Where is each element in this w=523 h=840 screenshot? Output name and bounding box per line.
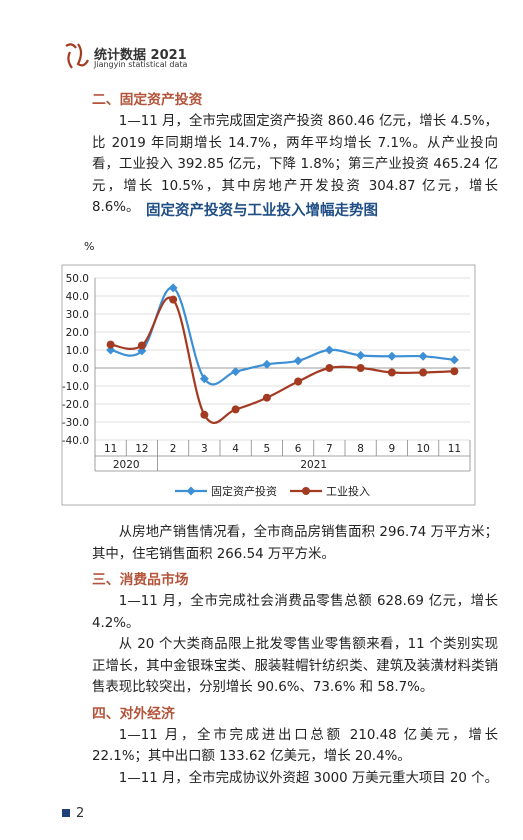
marker: [356, 364, 365, 372]
y-tick-label: 10.0: [66, 345, 89, 357]
paragraph: 1—11 月，全市完成固定资产投资 860.46 亿元，增长 4.5%，比 20…: [92, 114, 498, 215]
marker: [449, 355, 459, 365]
marker: [106, 340, 115, 349]
marker: [325, 364, 334, 372]
marker: [262, 393, 271, 402]
marker: [418, 351, 428, 361]
y-tick-label: -40.0: [62, 435, 89, 447]
paragraph: 1—11 月，全市完成进出口总额 210.48 亿美元，增长 22.1%；其中出…: [92, 727, 498, 765]
x-tick-label: 6: [295, 443, 302, 455]
section-heading: 三、消费品市场: [92, 572, 189, 588]
marker: [262, 359, 272, 369]
header: 统计数据 2021 Jiangyin statistical data: [62, 38, 262, 78]
marker: [302, 487, 310, 495]
legend-label: 固定资产投资: [211, 484, 277, 498]
x-tick-label: 2: [170, 443, 177, 455]
logo: [65, 43, 89, 69]
header-title: 统计数据 2021: [94, 48, 187, 63]
x-tick-label: 11: [448, 443, 461, 455]
marker: [168, 283, 178, 293]
marker: [356, 350, 366, 360]
x-tick-label: 4: [232, 443, 239, 455]
y-tick-label: -30.0: [62, 417, 89, 429]
marker: [231, 405, 240, 414]
footer: 2: [62, 806, 84, 821]
x-tick-label: 3: [201, 443, 208, 455]
marker: [231, 367, 241, 377]
chart-title: 固定资产投资与工业投入增幅走势图: [146, 201, 378, 219]
text-block: 从房地产销售情况看，全市商品房销售面积 296.74 万平方米；其中，住宅销售面…: [92, 522, 498, 789]
chart-frame: [61, 264, 476, 506]
header-subtitle: Jiangyin statistical data: [94, 60, 188, 69]
marker: [200, 410, 209, 419]
y-axis-label: %: [84, 240, 94, 253]
marker: [186, 486, 196, 496]
y-tick-label: 20.0: [66, 327, 89, 339]
section-heading: 二、固定资产投资: [92, 92, 203, 108]
y-tick-label: -20.0: [62, 399, 89, 411]
paragraph: 1—11 月，全市完成社会消费品零售总额 628.69 亿元，增长 4.2%。: [92, 594, 498, 631]
legend-label: 工业投入: [326, 484, 370, 498]
chart: 固定资产投资与工业投入增幅走势图 % -40.0 -30.0 -20.0 -10.0 0…: [61, 201, 476, 506]
marker: [169, 295, 178, 304]
y-tick-label: 40.0: [66, 291, 89, 303]
x-tick-label: 8: [357, 443, 364, 455]
series-line: [110, 286, 455, 386]
y-tick-label: 0.0: [72, 363, 89, 375]
marker: [387, 368, 396, 377]
paragraph: 1—11 月，全市完成协议外资超 3000 万美元重大项目 20 个。: [118, 770, 498, 786]
marker: [387, 351, 397, 361]
section-heading: 四、对外经济: [92, 705, 175, 722]
x-tick-label: 11: [104, 443, 117, 455]
marker: [450, 367, 459, 376]
y-tick-label: -10.0: [62, 381, 89, 393]
paragraph: 从房地产销售情况看，全市商品房销售面积 296.74 万平方米；其中，住宅销售面…: [92, 525, 498, 562]
x-group-label: 2020: [113, 459, 140, 471]
marker: [324, 345, 334, 355]
x-tick-label: 10: [416, 443, 429, 455]
x-tick-label: 7: [326, 443, 333, 455]
marker: [137, 341, 146, 350]
marker: [199, 374, 209, 384]
y-tick-label: 50.0: [66, 273, 89, 285]
y-tick-label: 30.0: [66, 309, 89, 321]
marker: [293, 356, 303, 366]
x-tick-label: 9: [389, 443, 396, 455]
x-tick-label: 5: [264, 443, 271, 455]
footer-square: [62, 809, 70, 817]
text-block: 二、固定资产投资 1—11 月，全市完成固定资产投资 860.46 亿元，增长 4…: [92, 89, 498, 219]
marker: [294, 377, 303, 386]
marker: [419, 368, 428, 377]
paragraph: 从 20 个大类商品限上批发零售业零售额来看，11 个类别实现正增长，其中金银珠…: [92, 637, 498, 695]
page-number: 2: [76, 806, 85, 821]
x-tick-label: 12: [135, 443, 148, 455]
x-group-label: 2021: [300, 459, 327, 471]
